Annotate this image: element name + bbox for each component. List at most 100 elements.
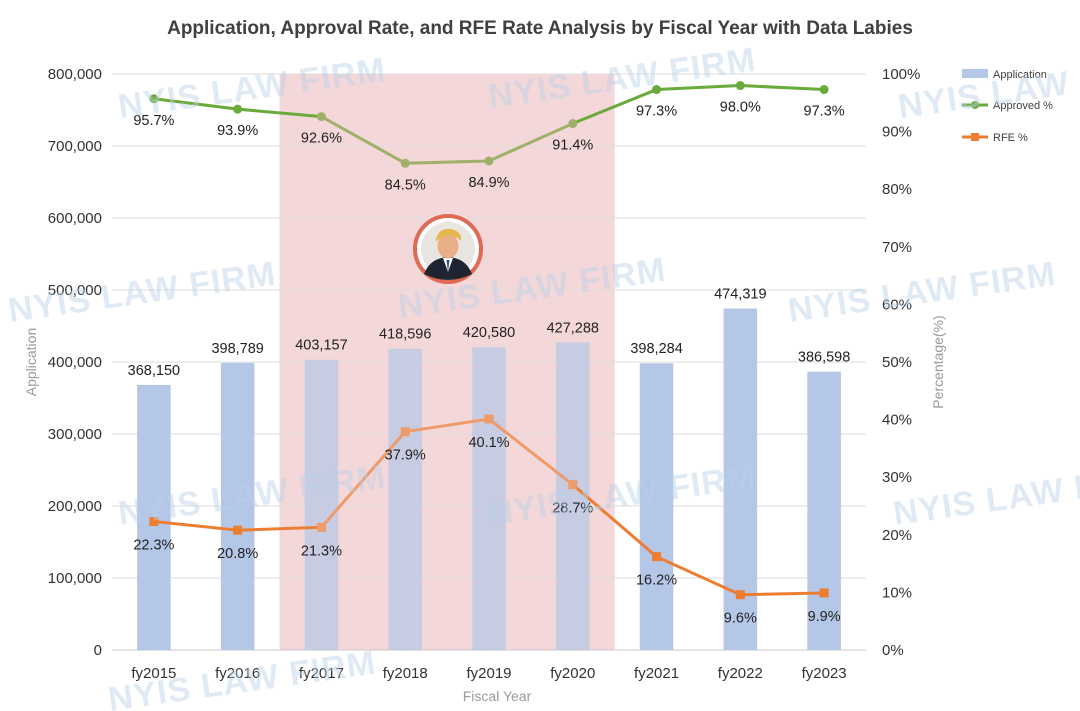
rfe-line-segment	[738, 591, 826, 597]
bar	[388, 348, 422, 650]
portrait-avatar	[413, 214, 483, 284]
y2-tick-label: 20%	[882, 527, 912, 544]
bar-value-label: 474,319	[714, 286, 766, 302]
legend-marker-approved	[971, 101, 979, 109]
rfe-value-label: 20.8%	[217, 546, 258, 562]
bar	[304, 359, 339, 650]
approved-point	[568, 119, 578, 129]
watermark-text: NYIS LAW FIRM	[896, 51, 1080, 126]
bar	[220, 362, 255, 650]
line-markers	[149, 81, 829, 600]
rfe-value-label: 40.1%	[468, 435, 509, 451]
approved-value-label: 98.0%	[720, 100, 761, 116]
rfe-line-segment	[655, 555, 742, 597]
y-tick-label: 700,000	[48, 138, 102, 155]
watermark-text: NYIS LAW FIRM	[106, 644, 379, 711]
approved-point	[652, 85, 662, 95]
rfe-point	[233, 525, 243, 535]
rfe-line-segment	[319, 430, 407, 529]
line-series	[152, 84, 826, 597]
x-axis-title: Fiscal Year	[463, 688, 532, 704]
chart-title: Application, Approval Rate, and RFE Rate…	[167, 18, 913, 39]
x-tick-label: fy2021	[634, 665, 679, 682]
legend-swatch-application	[962, 69, 988, 78]
approved-line-segment	[152, 97, 240, 111]
rfe-point	[316, 522, 326, 532]
approved-point	[316, 112, 326, 122]
rfe-value-label: 28.7%	[552, 501, 593, 517]
approved-point	[735, 81, 745, 91]
y-tick-label: 200,000	[48, 498, 102, 515]
bar-value-label: 420,580	[463, 325, 515, 341]
y-axis-title: Application	[23, 328, 39, 397]
watermark-text: NYIS LAW FIRM	[891, 458, 1080, 533]
rfe-value-label: 9.6%	[724, 611, 757, 627]
portrait-face	[437, 233, 459, 259]
y-tick-label: 100,000	[48, 570, 102, 587]
data-labels: 368,150 398,789 403,157 418,596 420,580 427,2…	[128, 100, 851, 627]
portrait-tie	[446, 260, 450, 272]
rfe-line-segment	[403, 417, 491, 434]
bar	[472, 347, 506, 650]
x-tick-label: fy2018	[383, 665, 428, 682]
y2-axis-title: Percentage(%)	[930, 315, 946, 408]
rfe-value-label: 9.9%	[808, 609, 841, 625]
axes: 0 100,000 200,000 300,000 400,000 500,000 600,…	[48, 66, 921, 682]
approved-value-label: 97.3%	[804, 104, 845, 120]
legend-marker-rfe	[971, 133, 979, 141]
x-tick-label: fy2017	[299, 665, 344, 682]
rfe-line-segment	[571, 483, 659, 559]
approved-value-label: 95.7%	[133, 113, 174, 129]
rfe-line-segment	[487, 417, 575, 487]
legend: Application Approved % RFE %	[962, 69, 1053, 144]
x-tick-label: fy2020	[550, 665, 595, 682]
y2-tick-label: 50%	[882, 354, 912, 371]
y2-tick-label: 10%	[882, 584, 912, 601]
x-tick-label: fy2019	[466, 665, 511, 682]
y2-tick-label: 30%	[882, 469, 912, 486]
rfe-value-label: 16.2%	[636, 573, 677, 589]
bar	[639, 363, 674, 650]
approved-value-label: 97.3%	[636, 104, 677, 120]
approved-line-segment	[319, 115, 407, 165]
approved-line-segment	[571, 88, 659, 126]
y-tick-label: 500,000	[48, 282, 102, 299]
approved-point	[484, 156, 494, 166]
approved-point	[819, 85, 829, 95]
bar	[807, 371, 841, 650]
x-tick-label: fy2023	[802, 665, 847, 682]
legend-label-approved: Approved %	[993, 100, 1053, 112]
legend-label-application: Application	[993, 69, 1047, 81]
y2-tick-label: 100%	[882, 66, 920, 83]
x-tick-label: fy2022	[718, 665, 763, 682]
rfe-point	[149, 517, 159, 527]
bar-value-label: 398,284	[630, 341, 682, 357]
y2-tick-label: 0%	[882, 642, 904, 659]
rfe-point	[819, 588, 829, 598]
y2-tick-label: 80%	[882, 181, 912, 198]
approved-value-label: 92.6%	[301, 131, 342, 147]
rfe-value-label: 37.9%	[385, 448, 426, 464]
approved-point	[400, 158, 410, 168]
approved-value-label: 84.5%	[385, 177, 426, 193]
rfe-line-segment	[236, 525, 323, 532]
approved-line-segment	[403, 159, 491, 165]
bar-value-label: 418,596	[379, 327, 431, 343]
rfe-line-segment	[152, 520, 240, 532]
approved-value-label: 91.4%	[552, 138, 593, 154]
rfe-value-label: 22.3%	[133, 538, 174, 554]
y-tick-label: 600,000	[48, 210, 102, 227]
bar-value-label: 368,150	[128, 363, 180, 379]
bar-value-label: 427,288	[547, 320, 599, 336]
y2-tick-label: 40%	[882, 412, 912, 429]
bar-value-label: 398,789	[211, 341, 263, 357]
watermark-text: NYIS LAW FIRM	[786, 255, 1059, 330]
approved-value-label: 93.9%	[217, 123, 258, 139]
approved-line-segment	[738, 84, 826, 92]
y2-tick-label: 90%	[882, 124, 912, 141]
rfe-point	[400, 427, 410, 437]
bar-value-label: 403,157	[295, 338, 347, 354]
rfe-point	[652, 552, 662, 562]
y-tick-label: 800,000	[48, 66, 102, 83]
